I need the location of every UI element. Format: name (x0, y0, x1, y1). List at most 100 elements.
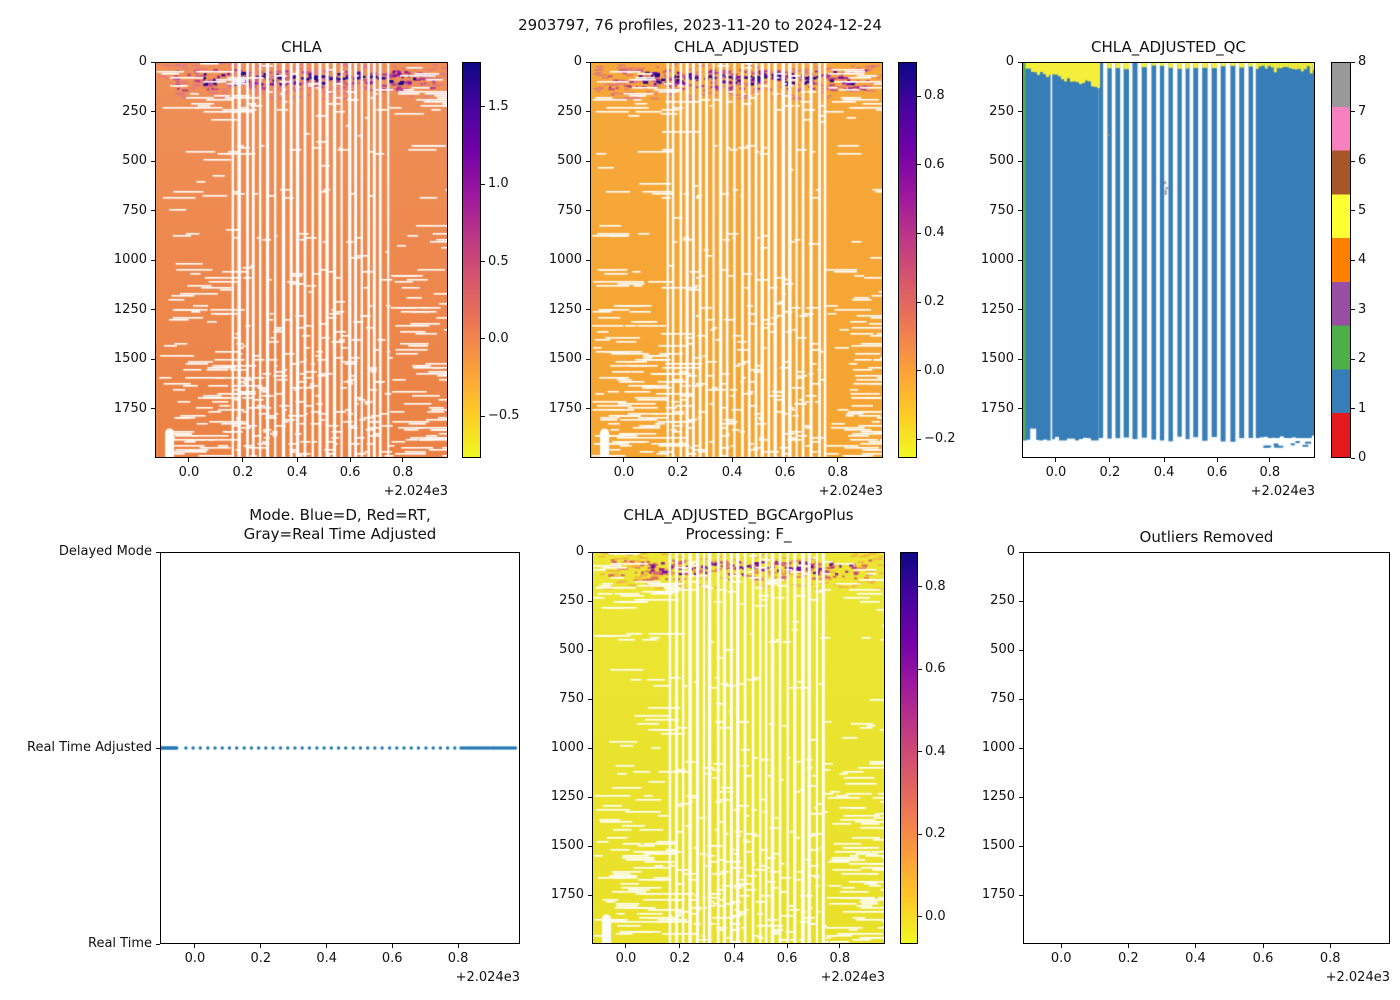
colorbar-tick-mark (918, 916, 922, 918)
colorbar-tick-mark (918, 833, 922, 835)
colorbar-tick-mark (917, 370, 921, 372)
x-tick-mark (784, 458, 786, 462)
x-tick-label: 0.8 (827, 465, 849, 480)
figure-suptitle: 2903797, 76 profiles, 2023-11-20 to 2024… (518, 16, 882, 34)
x-tick-label: 0.0 (184, 951, 206, 966)
y-tick-label: 250 (989, 103, 1014, 119)
y-tick-mark (588, 551, 592, 553)
y-tick-mark (586, 210, 590, 211)
x-tick-mark (786, 944, 788, 948)
x-tick-mark (839, 944, 841, 948)
y-tick-mark (1018, 259, 1022, 261)
y-tick-label: 1750 (980, 400, 1014, 416)
x-tick-label: 0.6 (776, 951, 798, 966)
y-tick-mark (1019, 845, 1023, 847)
x-tick-label: 0.8 (447, 951, 469, 966)
colorbar-tick-mark (1351, 160, 1355, 162)
x-axis-offset-label: +2.024e3 (820, 970, 885, 985)
y-tick-mark (151, 259, 155, 261)
colorbar-tick-label: 8 (1358, 54, 1367, 69)
colorbar-tick-mark (918, 586, 922, 588)
y-tick-mark (1019, 698, 1023, 700)
colorbar-tick-label: 0.6 (924, 156, 945, 172)
colorbar-tick-label: −0.5 (488, 408, 520, 424)
y-tick-mark (151, 358, 155, 360)
y-tick-mark (1019, 796, 1023, 798)
y-tick-label: 750 (559, 691, 584, 706)
chla-adjusted-plot-area (590, 62, 883, 458)
y-tick-label: 500 (557, 153, 582, 168)
y-tick-label: 1500 (981, 838, 1015, 853)
y-tick-mark (1019, 747, 1023, 749)
y-tick-label: 0 (1006, 544, 1015, 559)
y-tick-label: 1000 (550, 740, 584, 755)
y-tick-label: 1500 (550, 838, 584, 853)
colorbar-tick-mark (1351, 408, 1355, 409)
y-tick-mark (1019, 600, 1023, 602)
colorbar-tick-label: 0.0 (925, 908, 946, 924)
x-tick-label: 0.8 (392, 465, 414, 480)
y-tick-label: 250 (122, 103, 147, 119)
colorbar-tick-label: 3 (1358, 301, 1367, 317)
title-mode-line1: Mode. Blue=D, Red=RT, (249, 506, 431, 524)
y-tick-label: 500 (122, 153, 147, 168)
y-tick-label: 1750 (113, 400, 147, 416)
x-tick-mark (1127, 944, 1129, 948)
x-tick-label: 0.6 (339, 465, 361, 480)
y-tick-label: 1000 (981, 740, 1015, 755)
colorbar-tick-mark (917, 164, 921, 166)
x-tick-label: 0.8 (1319, 951, 1341, 966)
y-tick-label: 0 (573, 54, 582, 69)
colorbar-tick-label: 0.6 (925, 661, 946, 677)
colorbar-tick-label: 0.4 (925, 743, 946, 759)
y-tick-mark (586, 61, 590, 63)
y-tick-label: 1000 (548, 252, 582, 267)
colorbar-tick-label: 5 (1358, 202, 1367, 218)
colorbar-tick-label: 0.8 (925, 578, 946, 594)
x-axis-offset-label: +2.024e3 (383, 484, 448, 499)
title-bgcargoplus: CHLA_ADJUSTED_BGCArgoPlus Processing: F_ (592, 506, 885, 544)
x-axis-offset-label: +2.024e3 (818, 484, 883, 499)
y-tick-mark (1018, 160, 1022, 162)
colorbar-tick-mark (1351, 61, 1355, 63)
x-tick-mark (1262, 944, 1264, 948)
y-tick-label: Real Time (88, 936, 152, 951)
colorbar-tick-mark (917, 301, 921, 303)
colorbar-tick-label: −0.2 (924, 431, 956, 447)
colorbar-tick-mark (481, 261, 485, 263)
x-tick-mark (457, 944, 459, 948)
colorbar-tick-label: 0.4 (924, 225, 945, 241)
title-outliers-removed: Outliers Removed (1139, 528, 1274, 546)
colorbar-tick-label: 0.2 (925, 826, 946, 842)
colorbar-tick-label: 6 (1358, 153, 1367, 168)
colorbar-tick-mark (918, 751, 922, 753)
x-tick-mark (1194, 944, 1196, 948)
x-tick-mark (1216, 458, 1218, 462)
x-tick-label: 0.2 (1099, 465, 1121, 480)
y-tick-label: Delayed Mode (58, 544, 152, 559)
title-bgcargoplus-line1: CHLA_ADJUSTED_BGCArgoPlus (623, 506, 854, 524)
x-tick-mark (733, 944, 735, 948)
x-axis-offset-label: +2.024e3 (455, 970, 520, 985)
chla-colorbar (462, 62, 481, 458)
colorbar-tick-mark (481, 415, 485, 417)
x-tick-label: 0.2 (250, 951, 272, 966)
colorbar-tick-label: 2 (1358, 351, 1367, 366)
y-tick-label: 0 (1005, 54, 1014, 69)
x-tick-mark (1055, 458, 1057, 462)
y-tick-label: 250 (990, 593, 1015, 608)
x-tick-label: 0.4 (723, 951, 745, 966)
y-tick-mark (588, 894, 592, 896)
colorbar-tick-mark (917, 232, 921, 234)
x-tick-mark (296, 458, 298, 462)
y-tick-label: 250 (559, 593, 584, 608)
y-tick-mark (151, 210, 155, 211)
x-tick-label: 0.4 (721, 465, 743, 480)
y-tick-label: 1250 (980, 301, 1014, 317)
y-tick-mark (588, 845, 592, 847)
y-tick-mark (588, 698, 592, 700)
x-tick-label: 0.2 (1117, 951, 1139, 966)
y-tick-label: 0 (138, 54, 147, 69)
y-tick-mark (1019, 649, 1023, 651)
